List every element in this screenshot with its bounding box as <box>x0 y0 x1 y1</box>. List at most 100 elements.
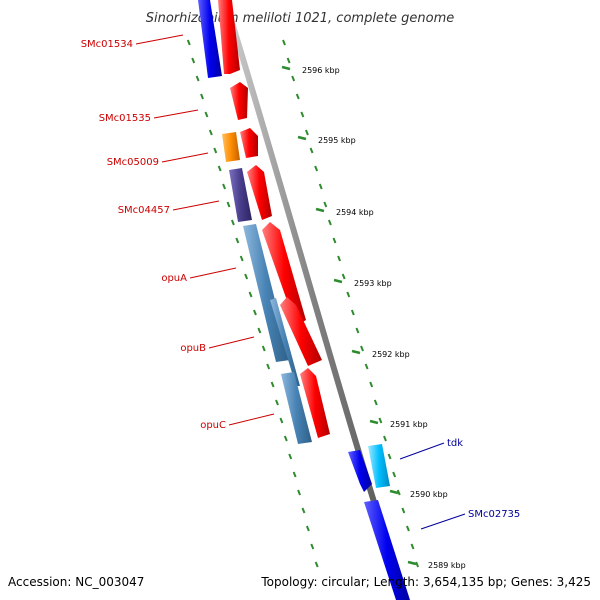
minor-tick <box>401 507 406 514</box>
gene-smc04457 <box>229 168 252 222</box>
minor-tick <box>373 399 378 406</box>
tick-label: 2590 kbp <box>410 490 448 499</box>
minor-tick <box>295 93 300 100</box>
gene-label-opub[interactable]: opuB <box>180 343 206 354</box>
minor-tick <box>314 561 319 568</box>
gene-feature <box>300 368 330 438</box>
minor-tick <box>305 525 310 532</box>
label-leader-line <box>228 413 275 426</box>
minor-tick <box>266 363 271 370</box>
label-leader-line <box>420 513 466 530</box>
gene-label-smc05009[interactable]: SMc05009 <box>107 157 159 168</box>
gene-label-smc04457[interactable]: SMc04457 <box>118 205 170 216</box>
topology-text: Topology: circular; Length: 3,654,135 bp… <box>260 575 591 589</box>
minor-tick <box>392 471 397 478</box>
major-tick <box>407 560 417 566</box>
minor-tick <box>332 237 337 244</box>
minor-tick <box>415 561 420 568</box>
minor-tick <box>406 525 410 532</box>
minor-tick <box>213 147 218 154</box>
minor-tick <box>244 273 249 280</box>
gene-smc05009 <box>222 132 240 162</box>
gene-labels: SMc01534 SMc01535 SMc05009 SMc04457 opuA opuB… <box>81 34 520 530</box>
accession-text: Accession: NC_003047 <box>8 575 144 589</box>
gene-label-smc01534[interactable]: SMc01534 <box>81 39 133 50</box>
major-tick <box>351 349 361 355</box>
minor-tick <box>191 57 196 64</box>
gene-features <box>198 0 410 600</box>
tick-label: 2596 kbp <box>302 66 340 75</box>
gene-label-tdk[interactable]: tdk <box>447 438 463 449</box>
minor-tick <box>230 219 235 226</box>
tick-label: 2593 kbp <box>354 279 392 288</box>
minor-tick <box>305 129 309 136</box>
major-tick <box>315 207 325 213</box>
minor-tick <box>208 129 213 136</box>
minor-tick <box>275 399 279 406</box>
minor-tick <box>282 39 286 46</box>
minor-tick <box>270 381 275 388</box>
minor-tick <box>257 327 262 334</box>
minor-tick <box>387 453 392 460</box>
gene-label-opuc[interactable]: opuC <box>200 420 226 431</box>
minor-tick <box>364 363 369 370</box>
minor-tick <box>261 345 266 352</box>
minor-tick <box>310 543 315 550</box>
tick-label: 2589 kbp <box>428 561 466 570</box>
label-leader-line <box>189 267 237 279</box>
gene-label-smc01535[interactable]: SMc01535 <box>99 113 151 124</box>
minor-tick <box>291 75 296 82</box>
minor-tick <box>309 147 314 154</box>
minor-tick <box>314 165 319 172</box>
major-tick <box>297 135 307 141</box>
gene-smc01535 <box>230 82 248 120</box>
minor-tick <box>369 381 374 388</box>
minor-tick <box>301 507 306 514</box>
tick-label: 2592 kbp <box>372 350 410 359</box>
minor-tick <box>297 489 301 496</box>
minor-tick <box>378 417 383 424</box>
minor-tick <box>204 111 209 118</box>
gene-label-opua[interactable]: opuA <box>161 273 187 284</box>
minor-tick <box>239 255 244 262</box>
gene-smc02735 <box>364 500 410 600</box>
minor-tick <box>286 57 291 64</box>
minor-tick <box>410 543 415 550</box>
label-leader-line <box>135 34 184 45</box>
minor-tick <box>195 75 200 82</box>
gene-opua <box>243 224 290 362</box>
minor-tick <box>288 453 293 460</box>
minor-tick <box>279 417 284 424</box>
gene-feature <box>348 450 372 492</box>
minor-tick <box>350 309 355 316</box>
minor-tick <box>341 273 346 280</box>
tick-marks <box>186 39 420 568</box>
gene-feature <box>247 165 272 220</box>
gene-label-smc02735[interactable]: SMc02735 <box>468 509 520 520</box>
major-tick <box>369 419 379 425</box>
minor-tick <box>300 111 305 118</box>
minor-tick <box>248 291 253 298</box>
minor-tick <box>323 201 328 208</box>
map-title: Sinorhizobium meliloti 1021, complete ge… <box>146 11 455 26</box>
minor-tick <box>346 291 351 298</box>
minor-tick <box>222 183 227 190</box>
minor-tick <box>226 201 231 208</box>
minor-tick <box>337 255 342 262</box>
tick-labels: 2596 kbp 2595 kbp 2594 kbp 2593 kbp 2592 kbp… <box>302 66 466 570</box>
label-leader-line <box>161 152 209 163</box>
minor-tick <box>283 435 288 442</box>
minor-tick <box>360 345 364 352</box>
gene-smc01534 <box>198 0 222 78</box>
minor-tick <box>217 165 222 172</box>
minor-tick <box>355 327 360 334</box>
gene-tdk <box>368 444 390 488</box>
label-leader-line <box>153 109 199 119</box>
label-leader-line <box>208 336 255 349</box>
gene-feature <box>240 128 258 158</box>
tick-label: 2595 kbp <box>318 136 356 145</box>
gene-feature <box>218 0 240 74</box>
minor-tick <box>186 39 191 46</box>
tick-label: 2591 kbp <box>390 420 428 429</box>
